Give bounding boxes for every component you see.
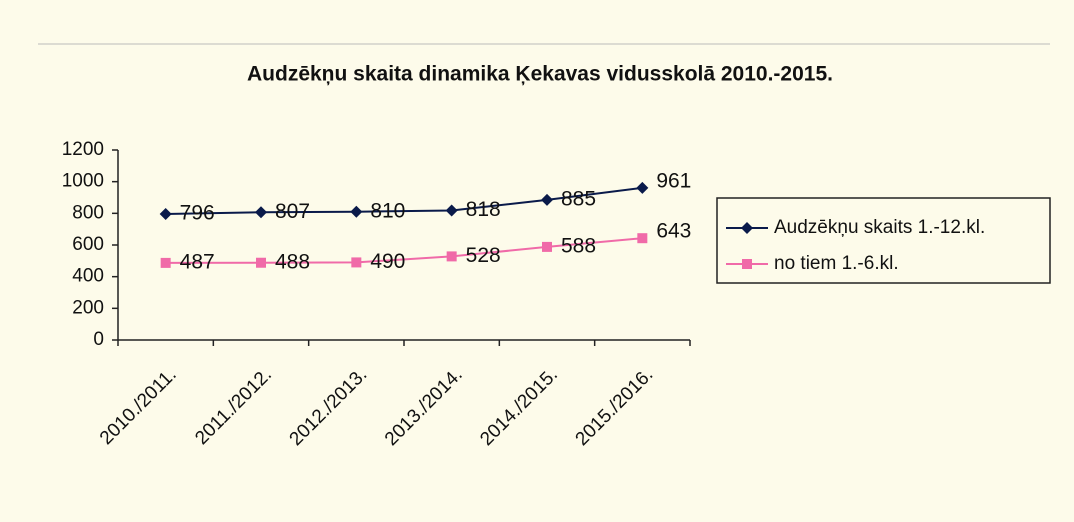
y-tick-label: 600 — [72, 234, 104, 255]
x-tick-label: 2012./2013. — [286, 364, 372, 450]
data-point — [160, 257, 171, 268]
x-tick-label: 2015./2016. — [572, 364, 658, 450]
data-point — [541, 193, 553, 206]
legend-marker — [742, 259, 752, 269]
data-point — [542, 241, 552, 252]
data-label: 796 — [180, 202, 215, 225]
data-label: 487 — [180, 250, 215, 273]
data-point — [445, 204, 458, 217]
data-point — [636, 181, 649, 194]
y-tick-label: 400 — [72, 266, 104, 287]
data-label: 588 — [561, 234, 596, 257]
data-label: 885 — [561, 187, 596, 210]
x-tick-label: 2013./2014. — [381, 364, 467, 450]
data-label: 490 — [370, 250, 405, 273]
x-tick-label: 2014./2015. — [476, 364, 562, 450]
x-tick-label: 2010./2011. — [96, 364, 181, 449]
data-point — [255, 206, 267, 219]
data-label: 488 — [275, 250, 310, 273]
x-tick-label: 2011./2012. — [191, 364, 276, 449]
legend-label: Audzēkņu skaits 1.-12.kl. — [774, 217, 985, 238]
chart-title: Audzēkņu skaita dinamika Ķekavas vidussk… — [247, 63, 833, 86]
data-label: 807 — [275, 200, 310, 223]
legend-box — [716, 197, 1051, 284]
y-tick-label: 1200 — [62, 139, 104, 160]
data-label: 961 — [656, 169, 691, 192]
data-point — [351, 257, 362, 268]
data-label: 818 — [466, 198, 501, 221]
data-label: 643 — [656, 220, 691, 243]
data-point — [256, 257, 266, 268]
y-tick-label: 800 — [72, 202, 104, 223]
data-label: 528 — [466, 244, 501, 267]
data-point — [637, 233, 648, 244]
data-point — [159, 207, 172, 220]
legend-marker — [741, 222, 753, 234]
y-tick-label: 0 — [93, 329, 104, 350]
y-tick-label: 200 — [72, 297, 104, 318]
data-point — [446, 251, 457, 262]
data-label: 810 — [370, 199, 405, 222]
series-line — [165, 186, 643, 215]
data-point — [350, 205, 363, 218]
y-tick-label: 1000 — [62, 171, 104, 192]
legend-label: no tiem 1.-6.kl. — [774, 253, 899, 274]
series-line — [165, 237, 643, 264]
